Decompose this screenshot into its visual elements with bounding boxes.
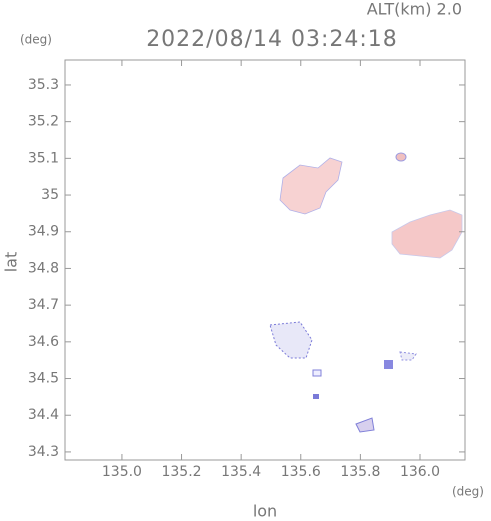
x-axis-label: lon: [253, 502, 277, 521]
x-tick-label: 136.0: [400, 464, 440, 480]
y-tick-label: 34.9: [28, 224, 59, 240]
x-tick-label: 135.2: [161, 464, 201, 480]
chart-title: 2022/08/14 03:24:18: [146, 27, 398, 52]
echo: [279, 157, 343, 215]
echo: [399, 351, 417, 361]
echo: [312, 369, 322, 377]
y-tick-label: 34.3: [28, 444, 59, 460]
x-tick-label: 135.6: [281, 464, 321, 480]
y-tick-label: 34.4: [28, 407, 59, 423]
y-unit: (deg): [20, 33, 52, 47]
echo: [355, 417, 375, 433]
x-tick-label: 135.8: [340, 464, 380, 480]
y-tick-label: 34.7: [28, 297, 59, 313]
altitude-label: ALT(km) 2.0: [367, 0, 462, 19]
y-tick-label: 35.1: [28, 150, 59, 166]
echo-field: [269, 152, 463, 433]
y-axis-label: lat: [2, 252, 21, 273]
x-tick-label: 135.4: [221, 464, 261, 480]
echo: [395, 152, 407, 162]
x-tick-label: 135.0: [102, 464, 142, 480]
echo: [391, 209, 463, 259]
echo: [313, 394, 319, 399]
x-unit: (deg): [452, 485, 484, 499]
y-tick-label: 35.2: [28, 114, 59, 130]
echo: [269, 321, 313, 359]
echo: [384, 360, 393, 369]
y-tick-label: 34.6: [28, 334, 59, 350]
y-tick-label: 34.5: [28, 371, 59, 387]
y-tick-label: 34.8: [28, 260, 59, 276]
plot-frame: [64, 59, 466, 461]
y-tick-label: 35.3: [28, 77, 59, 93]
y-tick-label: 35: [41, 187, 59, 203]
